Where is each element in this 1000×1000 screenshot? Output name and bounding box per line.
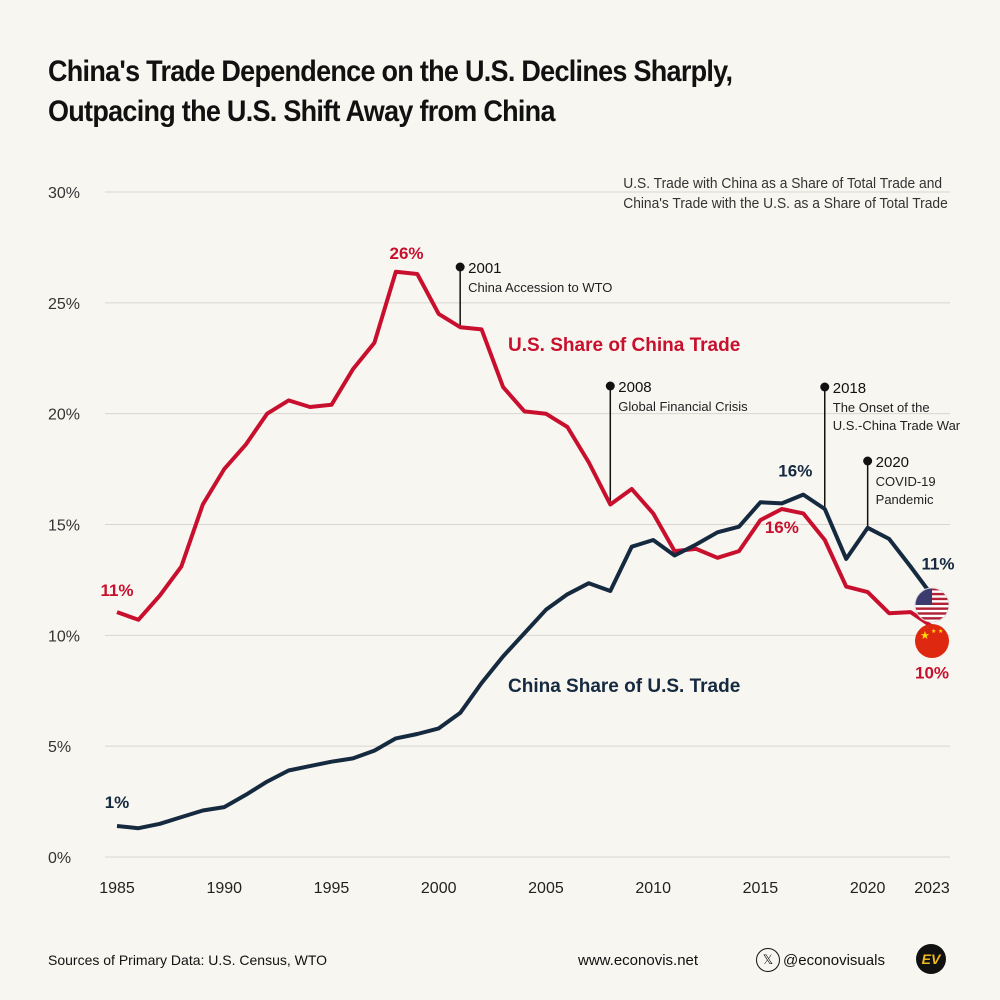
annotation-year: 2020 — [876, 454, 909, 471]
annotation-dot — [863, 456, 873, 466]
y-tick-label: 20% — [48, 407, 80, 424]
x-tick-label: 1990 — [206, 880, 242, 897]
data-label: 16% — [778, 462, 812, 481]
website-link[interactable]: www.econovis.net — [578, 952, 699, 969]
annotation-text: Pandemic — [876, 492, 934, 507]
series-label-us-share: U.S. Share of China Trade — [508, 335, 740, 356]
annotation-year: 2001 — [468, 260, 501, 277]
data-label: 10% — [915, 663, 949, 682]
data-label: 16% — [765, 518, 799, 537]
china-flag-icon — [915, 624, 949, 658]
annotation-dot — [455, 262, 465, 272]
us-share-line — [116, 269, 934, 629]
china-flag-star: ★ ★ — [931, 628, 943, 635]
y-tick-label: 0% — [48, 850, 71, 867]
annotation-text: U.S.-China Trade War — [833, 418, 961, 433]
title-line-2: Outpacing the U.S. Shift Away from China — [48, 95, 555, 128]
x-tick-label: 1995 — [314, 880, 350, 897]
china-flag-star: ★ — [920, 630, 930, 642]
data-label: 1% — [105, 793, 130, 812]
annotation-dot — [820, 382, 830, 392]
title-line-1: China's Trade Dependence on the U.S. Dec… — [48, 55, 733, 88]
y-tick-label: 25% — [48, 296, 80, 313]
annotation-text: COVID-19 — [876, 474, 936, 489]
x-tick-label: 2023 — [914, 880, 950, 897]
annotation-text: Global Financial Crisis — [618, 399, 748, 414]
y-tick-label: 15% — [48, 518, 80, 535]
subtitle-line-2: China's Trade with the U.S. as a Share o… — [623, 195, 948, 212]
x-tick-label: 2010 — [635, 880, 671, 897]
data-label: 26% — [390, 244, 424, 263]
chart-title: China's Trade Dependence on the U.S. Dec… — [48, 52, 948, 132]
y-tick-label: 30% — [48, 185, 80, 202]
x-tick-label: 2020 — [850, 880, 886, 897]
x-tick-label: 1985 — [99, 880, 135, 897]
data-label: 11% — [100, 581, 133, 600]
y-tick-label: 5% — [48, 739, 71, 756]
econovis-logo: EV — [916, 944, 946, 974]
annotation-year: 2008 — [618, 379, 651, 396]
data-label: 11% — [921, 554, 954, 573]
annotation-dot — [605, 381, 615, 391]
annotation-text: The Onset of the — [833, 400, 930, 415]
social-handle[interactable]: @econovisuals — [783, 952, 885, 969]
annotation-text: China Accession to WTO — [468, 280, 612, 295]
series-label-china-share: China Share of U.S. Trade — [508, 676, 740, 697]
subtitle-line-1: U.S. Trade with China as a Share of Tota… — [623, 175, 943, 192]
x-tick-label: 2005 — [528, 880, 564, 897]
chart-subtitle: U.S. Trade with China as a Share of Tota… — [623, 174, 948, 214]
y-tick-label: 10% — [48, 628, 80, 645]
us-flag-border — [914, 587, 950, 623]
x-logo-icon: 𝕏 — [756, 948, 780, 972]
sources-text: Sources of Primary Data: U.S. Census, WT… — [48, 952, 328, 968]
annotation-year: 2018 — [833, 380, 866, 397]
china-share-line — [116, 492, 934, 831]
x-tick-label: 2000 — [421, 880, 457, 897]
x-tick-label: 2015 — [743, 880, 779, 897]
